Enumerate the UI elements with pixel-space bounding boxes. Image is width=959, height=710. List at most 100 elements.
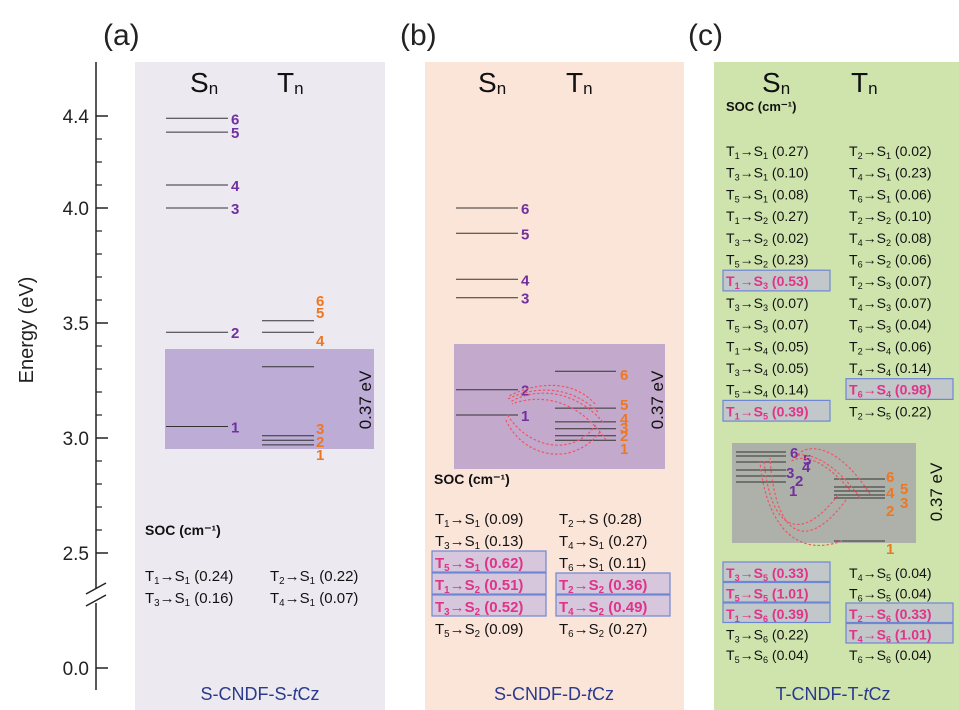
level-index-label: 6: [886, 469, 894, 486]
level-index-label: 3: [786, 465, 794, 482]
soc-entry: T2→S (0.28): [559, 511, 642, 530]
axis-tick-label: 4.0: [63, 199, 89, 220]
soc-highlight-box: [555, 572, 671, 595]
soc-entry: T4→S1 (0.07): [270, 590, 358, 609]
soc-entry: T2→S5 (0.22): [849, 403, 932, 421]
level-index-label: 3: [521, 291, 529, 308]
s-n-header: Sn: [762, 67, 790, 98]
axis-tick-label: 3.0: [63, 429, 89, 450]
axis-tick-label: 4.4: [63, 107, 90, 128]
soc-entry: T1→S1 (0.09): [435, 511, 523, 530]
t-n-header: Tn: [851, 67, 878, 98]
soc-entry: T4→S1 (0.27): [559, 533, 647, 552]
soc-entry: T3→S1 (0.13): [435, 533, 523, 552]
soc-entry: T3→S2 (0.52): [435, 599, 523, 618]
panel-compound-name: T-CNDF-T-tCz: [776, 684, 891, 704]
soc-entry: T3→S1 (0.16): [145, 590, 233, 609]
energy-gap-band: [165, 349, 374, 449]
soc-highlight-box: [722, 561, 831, 583]
soc-entry: T3→S1 (0.10): [726, 165, 809, 183]
gap-label: 0.37 eV: [927, 462, 946, 521]
soc-entry: T1→S3 (0.53): [726, 273, 809, 291]
level-index-label: 3: [231, 201, 239, 218]
isc-arrow: [508, 384, 596, 405]
isc-arrow: [769, 457, 847, 532]
soc-highlight-box: [431, 572, 547, 595]
isc-arrow: [791, 454, 861, 499]
soc-entry: T5→S3 (0.07): [726, 317, 809, 335]
panel-b-letter: (b): [400, 19, 437, 52]
axis-break-mark-1: [85, 582, 107, 595]
soc-entry: T3→S2 (0.02): [726, 230, 809, 248]
panel-a-letter: (a): [103, 19, 140, 52]
level-index-label: 5: [620, 397, 628, 414]
level-index-label: 3: [620, 420, 628, 437]
soc-entry: T5→S2 (0.09): [435, 621, 523, 640]
soc-entry: T6→S1 (0.11): [559, 555, 646, 574]
energy-gap-band: [454, 344, 665, 469]
soc-entry: T6→S2 (0.27): [559, 621, 647, 640]
soc-entry: T5→S5 (1.01): [726, 586, 809, 604]
level-index-label: 4: [620, 411, 629, 428]
soc-highlight-box: [722, 399, 831, 422]
gap-label: 0.37 eV: [356, 370, 375, 429]
soc-entry: T5→S1 (0.62): [435, 555, 523, 574]
isc-arrow: [763, 459, 839, 526]
soc-entry: T6→S3 (0.04): [849, 317, 932, 335]
isc-arrow: [511, 398, 607, 441]
level-index-label: 5: [900, 481, 908, 498]
level-index-label: 4: [231, 178, 240, 195]
soc-highlight-box: [845, 622, 954, 644]
soc-entry: T3→S4 (0.05): [726, 360, 809, 378]
soc-entry: T6→S1 (0.06): [849, 186, 932, 204]
level-index-label: 1: [521, 408, 529, 425]
level-index-label: 1: [231, 420, 239, 437]
level-index-label: 5: [521, 226, 529, 243]
level-index-label: 1: [886, 541, 894, 558]
level-index-label: 4: [521, 272, 530, 289]
soc-entry: T4→S2 (0.08): [849, 230, 932, 248]
soc-entry: T6→S4 (0.98): [849, 382, 932, 400]
level-index-label: 1: [316, 447, 324, 464]
level-index-label: 3: [316, 421, 324, 438]
soc-entry: T4→S4 (0.14): [849, 360, 932, 378]
soc-highlight-box: [431, 594, 547, 617]
isc-arrow: [507, 389, 599, 413]
soc-entry: T2→S4 (0.06): [849, 338, 932, 356]
soc-entry: T3→S6 (0.22): [726, 627, 809, 645]
soc-entry: T1→S1 (0.27): [726, 143, 809, 161]
soc-entry: T2→S3 (0.07): [849, 273, 932, 291]
energy-gap-band: [732, 443, 916, 543]
level-index-label: 4: [802, 459, 811, 476]
gap-label: 0.37 eV: [648, 370, 667, 429]
soc-entry: T4→S2 (0.49): [559, 599, 647, 618]
axis-tick-label: 0.0: [63, 659, 89, 680]
level-index-label: 5: [316, 305, 324, 322]
isc-arrow: [509, 392, 604, 423]
soc-entry: T5→S2 (0.23): [726, 252, 809, 270]
soc-entry: T1→S5 (0.39): [726, 403, 809, 421]
soc-entry: T4→S3 (0.07): [849, 295, 932, 313]
soc-header: SOC (cm⁻¹): [434, 471, 510, 487]
level-index-label: 1: [620, 441, 628, 458]
soc-entry: T6→S5 (0.04): [849, 586, 932, 604]
level-index-label: 2: [795, 473, 803, 490]
soc-highlight-box: [845, 602, 954, 624]
soc-entry: T4→S1 (0.23): [849, 165, 932, 183]
level-index-label: 4: [886, 485, 895, 502]
isc-arrow: [759, 461, 843, 547]
soc-entry: T2→S2 (0.36): [559, 577, 647, 596]
soc-entry: T4→S6 (1.01): [849, 627, 932, 645]
level-index-label: 6: [316, 293, 324, 310]
soc-highlight-box: [722, 581, 831, 603]
level-index-label: 2: [231, 325, 239, 342]
energy-axis: 4.4 4.0 3.5 3.0 2.5 0.0 Energy (eV): [16, 62, 108, 690]
level-index-label: 2: [620, 428, 628, 445]
soc-highlight-box: [845, 378, 954, 401]
soc-entry: T6→S2 (0.06): [849, 252, 932, 270]
isc-arrow: [504, 417, 601, 455]
soc-highlight-box: [722, 269, 831, 292]
level-index-label: 2: [316, 434, 324, 451]
soc-entry: T6→S6 (0.04): [849, 647, 932, 665]
